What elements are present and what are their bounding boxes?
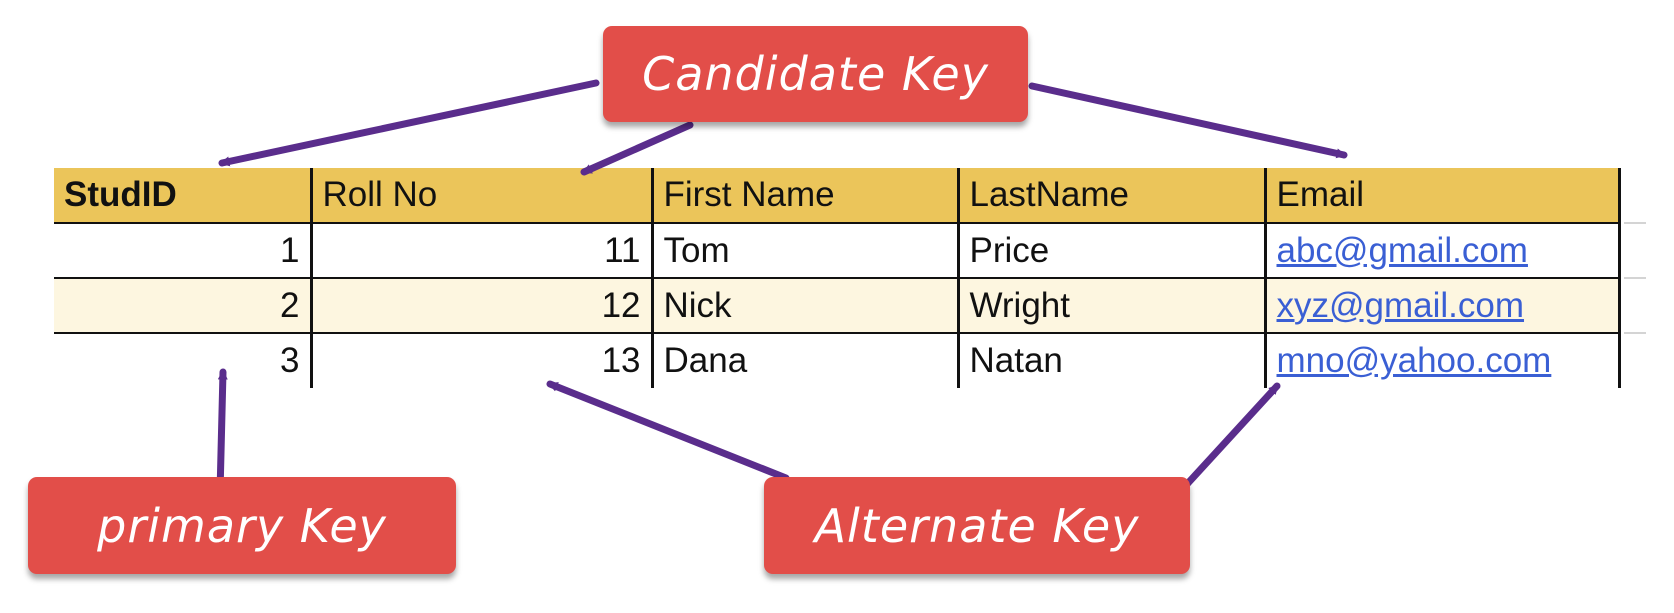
cell-email: mno@yahoo.com	[1265, 333, 1621, 388]
email-link[interactable]: abc@gmail.com	[1276, 230, 1528, 270]
header-first-name: First Name	[652, 168, 960, 224]
header-email: Email	[1265, 168, 1621, 224]
header-studid: StudID	[54, 168, 313, 224]
cell-studid: 1	[54, 223, 313, 279]
cell-studid: 3	[54, 333, 313, 388]
email-link[interactable]: xyz@gmail.com	[1276, 285, 1525, 325]
cell-roll-no: 12	[311, 278, 654, 334]
cell-studid: 2	[54, 278, 313, 334]
arrow-candidate-to-studid	[218, 79, 600, 167]
arrow-alternate-to-email	[1174, 382, 1281, 498]
header-roll-no: Roll No	[311, 168, 654, 224]
arrow-alternate-to-rollno	[546, 380, 790, 482]
row-gridline-tail	[1624, 277, 1646, 279]
table-row: 2 12 Nick Wright xyz@gmail.com	[54, 278, 1621, 334]
header-last-name: LastName	[958, 168, 1267, 224]
table-row: 1 11 Tom Price abc@gmail.com	[54, 223, 1621, 279]
arrow-candidate-to-rollno	[580, 121, 694, 176]
primary-key-label: primary Key	[28, 477, 456, 574]
cell-email: xyz@gmail.com	[1265, 278, 1621, 334]
cell-first-name: Nick	[652, 278, 960, 334]
row-gridline-tail	[1624, 332, 1646, 334]
candidate-key-label: Candidate Key	[603, 26, 1028, 122]
table-header-row: StudID Roll No First Name LastName Email	[54, 168, 1621, 224]
cell-last-name: Price	[958, 223, 1267, 279]
cell-first-name: Dana	[652, 333, 960, 388]
cell-email: abc@gmail.com	[1265, 223, 1621, 279]
row-gridline-tail	[1624, 222, 1646, 224]
alternate-key-label: Alternate Key	[764, 477, 1190, 574]
cell-first-name: Tom	[652, 223, 960, 279]
student-table: StudID Roll No First Name LastName Email…	[54, 168, 1621, 388]
cell-roll-no: 11	[311, 223, 654, 279]
email-link[interactable]: mno@yahoo.com	[1276, 341, 1552, 380]
cell-roll-no: 13	[311, 333, 654, 388]
arrow-primary-to-studid	[216, 368, 228, 497]
cell-last-name: Wright	[958, 278, 1267, 334]
cell-last-name: Natan	[958, 333, 1267, 388]
table-row: 3 13 Dana Natan mno@yahoo.com	[54, 333, 1621, 388]
arrow-candidate-to-email	[1028, 82, 1348, 159]
